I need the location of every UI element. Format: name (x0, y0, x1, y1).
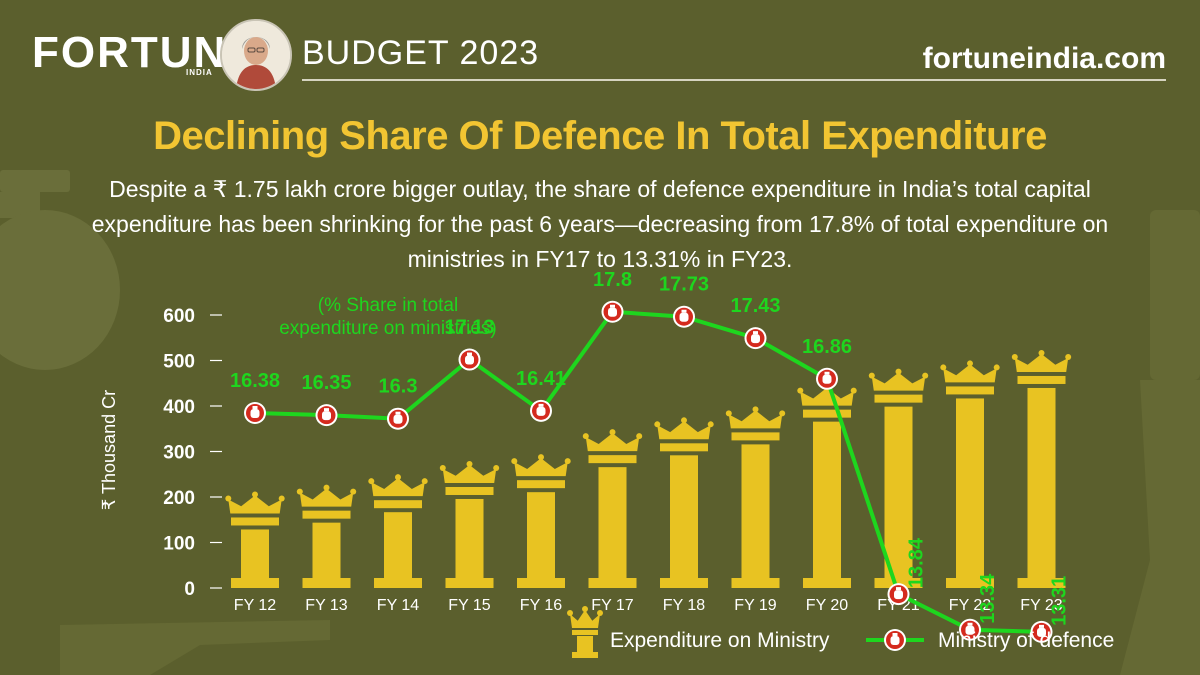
bar (797, 383, 857, 588)
y-tick-label: 400 (163, 397, 195, 418)
brand-sub: INDIA (186, 68, 213, 77)
bar (1011, 349, 1072, 588)
x-tick-label: FY 19 (734, 597, 777, 614)
legend-label: Ministry of defence (938, 629, 1114, 652)
bar (368, 474, 428, 588)
data-label: 17.8 (593, 269, 632, 291)
data-label: 16.35 (301, 372, 351, 394)
x-tick-label: FY 17 (591, 597, 634, 614)
data-point-marker (601, 300, 624, 323)
data-label: 16.38 (230, 370, 280, 392)
bar (654, 417, 714, 588)
data-point-marker (744, 327, 767, 350)
data-point-marker (959, 618, 981, 641)
header-rule (302, 79, 1166, 81)
x-tick-label: FY 14 (377, 597, 420, 614)
portrait-image (220, 19, 292, 91)
data-label: 13.31 (1049, 576, 1071, 626)
bar (296, 484, 357, 588)
legend-item-expenditure: Expenditure on Ministry (567, 606, 830, 658)
chart-subtitle: Despite a ₹ 1.75 lakh crore bigger outla… (91, 176, 1109, 272)
header: FORTUNE INDIA BUDGET 2023 fortuneindia.c… (0, 0, 1200, 110)
rifle-silhouette-icon (60, 210, 1200, 675)
bar (868, 368, 929, 588)
data-label: 16.86 (802, 336, 852, 358)
y-axis: 0 100 200 300 400 500 600 ₹ Thousand Cr (99, 306, 222, 600)
brand-logo: FORTUNE (32, 28, 259, 77)
data-point-marker (315, 404, 338, 427)
data-point-marker (1030, 620, 1053, 643)
x-tick-label: FY 20 (806, 597, 849, 614)
data-label: 16.3 (379, 376, 418, 398)
bar (511, 454, 571, 588)
bar (582, 429, 643, 588)
y-tick-label: 100 (163, 534, 195, 555)
x-tick-label: FY 22 (949, 597, 992, 614)
annotation-line-1: (% Share in total (318, 295, 458, 316)
data-label: 16.41 (516, 368, 566, 390)
data-point-marker (387, 407, 409, 430)
data-label: 17.73 (659, 274, 709, 296)
legend: Expenditure on Ministry Ministry of defen… (567, 606, 1114, 658)
y-tick-label: 200 (163, 488, 195, 509)
legend-item-defence: Ministry of defence (866, 629, 1114, 652)
grenade-silhouette-icon (0, 170, 120, 370)
bar (439, 460, 500, 588)
x-tick-label: FY 18 (663, 597, 706, 614)
data-point-marker (673, 305, 695, 328)
x-tick-label: FY 16 (520, 597, 563, 614)
x-tick-label: FY 23 (1020, 597, 1063, 614)
y-tick-label: 0 (184, 579, 195, 600)
bar (225, 491, 285, 588)
y-tick-label: 600 (163, 306, 195, 327)
data-point-marker (887, 583, 910, 606)
bar (725, 406, 786, 588)
x-tick-label: FY 15 (448, 597, 491, 614)
data-point-marker (816, 367, 838, 390)
data-label: 17.43 (730, 295, 780, 317)
chart-title: Declining Share Of Defence In Total Expe… (153, 114, 1047, 158)
y-axis-title: ₹ Thousand Cr (99, 390, 119, 510)
site-link[interactable]: fortuneindia.com (922, 42, 1166, 75)
data-labels: 16.38 16.35 16.3 17.13 16.41 17.8 17.73 17.43 16… (230, 269, 1071, 626)
data-point-marker (244, 402, 266, 424)
data-label: 13.34 (977, 573, 999, 624)
legend-label: Expenditure on Ministry (610, 629, 830, 652)
data-point-marker (530, 399, 552, 422)
data-label: 17.13 (444, 317, 494, 339)
bars (225, 349, 1072, 588)
x-axis: FY 12 FY 13 FY 14 FY 15 FY 16 FY 17 FY 18 FY 19… (234, 597, 1063, 614)
x-tick-label: FY 12 (234, 597, 277, 614)
data-point-marker (458, 348, 481, 371)
x-tick-label: FY 13 (305, 597, 348, 614)
y-tick-label: 500 (163, 352, 195, 373)
annotation-line-2: expenditure on ministries) (279, 318, 497, 339)
legend-marker-icon (884, 629, 906, 651)
y-tick-label: 300 (163, 443, 195, 464)
data-label: 13.84 (906, 537, 928, 588)
bar (940, 360, 1000, 588)
edition-label: BUDGET 2023 (302, 34, 540, 72)
series-line (254, 309, 1042, 634)
defence-share-line (244, 300, 1053, 643)
